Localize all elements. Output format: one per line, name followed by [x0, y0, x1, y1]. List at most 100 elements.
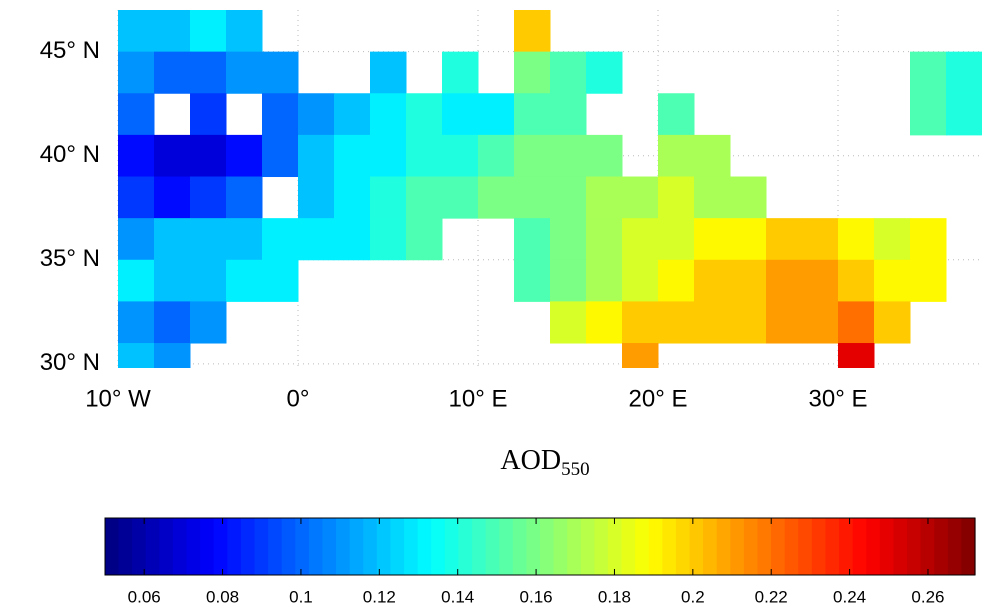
colorbar-swatch: [308, 518, 324, 575]
aod-cell: [694, 134, 731, 178]
aod-cell: [154, 218, 191, 261]
y-tick-label: 45° N: [40, 37, 100, 64]
colorbar-swatch: [675, 518, 691, 575]
colorbar-swatch: [662, 518, 677, 575]
aod-cell: [334, 218, 371, 261]
colorbar-swatch: [268, 518, 283, 575]
aod-cell: [586, 301, 623, 344]
colorbar-swatch: [635, 518, 650, 575]
colorbar-swatch: [893, 518, 908, 575]
colorbar-swatch: [240, 518, 256, 575]
aod-cell: [622, 176, 659, 219]
aod-cell: [154, 301, 191, 344]
colorbar-swatch: [580, 518, 595, 575]
colorbar-swatch: [404, 518, 419, 575]
colorbar-swatch: [961, 518, 976, 575]
aod-cell: [262, 134, 299, 178]
colorbar-swatch: [798, 518, 813, 575]
aod-cell: [478, 176, 515, 219]
aod-cell: [118, 259, 155, 302]
aod-cell: [190, 176, 227, 219]
colorbar-swatch: [553, 518, 568, 575]
colorbar-tick-label: 0.14: [441, 587, 474, 606]
colorbar-swatch: [852, 518, 867, 575]
y-tick-label: 30° N: [40, 349, 100, 376]
aod-cell: [442, 51, 479, 94]
colorbar-swatch: [784, 518, 799, 575]
colorbar-swatch: [757, 518, 772, 575]
aod-cell: [550, 134, 587, 178]
aod-cell: [190, 301, 227, 344]
colorbar-tick-label: 0.18: [598, 587, 631, 606]
aod-cell: [586, 176, 623, 219]
colorbar-swatch: [866, 518, 881, 575]
aod-cell: [658, 218, 695, 261]
colorbar-swatch: [118, 518, 133, 575]
colorbar-swatch: [281, 518, 296, 575]
aod-cell: [874, 259, 911, 302]
aod-cell: [730, 301, 767, 344]
axes: 10° W 0° 10° E 20° E 30° E 30° N 35° N 40° N 45°…: [40, 37, 868, 412]
aod-cell: [154, 176, 191, 219]
colorbar-swatch: [839, 518, 854, 575]
aod-cell: [694, 176, 731, 219]
colorbar-frame: [104, 517, 976, 576]
aod-cell: [550, 51, 587, 94]
aod-cell: [550, 301, 587, 344]
aod-cell: [910, 259, 947, 302]
aod-cell: [622, 259, 659, 302]
colorbar-swatch: [172, 518, 188, 575]
colorbar-label: AOD550: [500, 445, 589, 480]
aod-cell: [262, 93, 299, 136]
aod-cell: [586, 259, 623, 302]
aod-cell: [874, 301, 911, 344]
colorbar-swatch: [920, 518, 935, 575]
colorbar-swatch: [526, 518, 541, 575]
colorbar-swatch: [200, 518, 215, 575]
aod-cell: [658, 93, 695, 136]
aod-cell: [586, 51, 623, 94]
aod-cell: [838, 259, 875, 302]
colorbar-swatch: [363, 518, 378, 575]
colorbar-tick-label: 0.26: [911, 587, 944, 606]
aod-cell: [370, 218, 407, 261]
aod-cell: [622, 218, 659, 261]
aod-cell: [298, 176, 335, 219]
aod-cell: [802, 218, 839, 261]
colorbar-swatch: [417, 518, 432, 575]
colorbar-swatch: [730, 518, 745, 575]
colorbar-swatch: [499, 518, 514, 575]
colorbar-tick-label: 0.08: [206, 587, 239, 606]
aod-cell: [730, 176, 767, 219]
colorbar-swatch: [390, 518, 405, 575]
aod-cell: [190, 259, 227, 302]
y-tick-label: 40° N: [40, 141, 100, 168]
aod-cell: [550, 93, 587, 136]
aod-cell: [154, 259, 191, 302]
aod-cell: [262, 51, 299, 94]
x-tick-label: 30° E: [809, 385, 868, 412]
aod-cell: [694, 218, 731, 261]
colorbar-swatch: [621, 518, 636, 575]
aod-cell: [730, 218, 767, 261]
aod-cell: [478, 93, 515, 136]
aod-cell: [370, 134, 407, 178]
colorbar-swatch: [213, 518, 228, 575]
aod-cell: [406, 176, 443, 219]
aod-cell: [442, 93, 479, 136]
colorbar-swatch: [934, 518, 949, 575]
aod-cell: [334, 134, 371, 178]
aod-cell: [154, 343, 191, 368]
aod-cell: [838, 218, 875, 261]
aod-cell: [406, 93, 443, 136]
aod-cell: [550, 176, 587, 219]
aod-cell: [658, 134, 695, 178]
aod-cell: [550, 259, 587, 302]
colorbar-swatch: [132, 518, 147, 575]
aod-cell: [298, 93, 335, 136]
y-tick-label: 35° N: [40, 245, 100, 272]
x-tick-label: 10° E: [449, 385, 508, 412]
aod-cell: [514, 176, 551, 219]
